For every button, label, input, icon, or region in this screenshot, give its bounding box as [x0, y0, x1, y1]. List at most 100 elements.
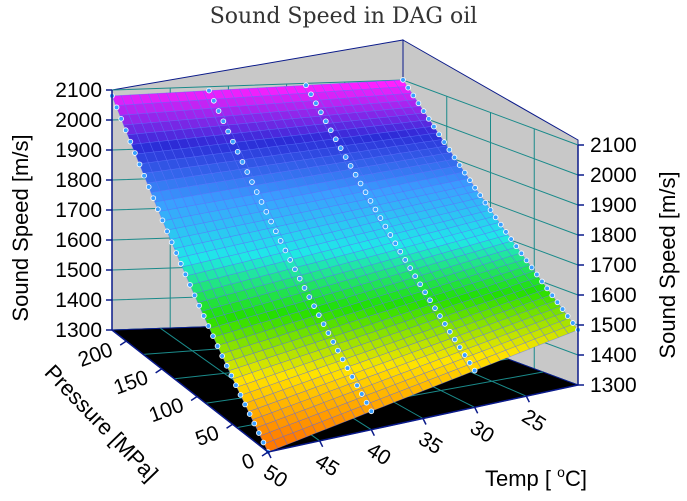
measured-point — [308, 91, 314, 98]
measured-point — [263, 208, 270, 215]
measured-point — [432, 305, 438, 311]
measured-point — [330, 339, 336, 345]
measured-point — [400, 77, 406, 83]
measured-point — [436, 131, 442, 138]
measured-point — [168, 239, 175, 246]
measured-point — [534, 271, 540, 278]
z-tick-label-right: 2100 — [590, 134, 637, 157]
pressure-axis-line — [111, 329, 269, 453]
measured-point — [301, 285, 308, 291]
measured-point — [539, 278, 545, 285]
measured-point — [487, 207, 494, 213]
measured-point — [210, 97, 217, 104]
temp-tick — [267, 451, 272, 459]
measured-point — [150, 195, 157, 201]
temp-label-degree: o — [557, 464, 565, 480]
measured-point — [244, 169, 250, 175]
measured-point — [191, 292, 198, 299]
temp-tick — [525, 395, 531, 403]
measured-point — [570, 320, 576, 326]
pressure-tick — [155, 368, 163, 374]
measured-point — [287, 257, 293, 263]
measured-point — [467, 177, 473, 184]
measured-point — [410, 92, 417, 99]
measured-point — [219, 353, 225, 359]
measured-point — [335, 347, 341, 354]
measured-point — [233, 382, 239, 389]
measured-point — [425, 116, 432, 122]
measured-point — [518, 250, 525, 257]
measured-point — [223, 363, 230, 369]
measured-point — [251, 420, 258, 427]
z-tick-label-left: 1400 — [55, 289, 102, 312]
z-axis-label-right: Sound Speed [m/s] — [655, 171, 680, 358]
measured-point — [320, 321, 327, 327]
measured-point — [253, 189, 260, 195]
measured-point — [407, 265, 413, 271]
measured-point — [173, 250, 180, 256]
measured-point — [242, 401, 248, 408]
temp-tick — [318, 440, 324, 448]
measured-point — [256, 430, 262, 436]
z-tick-label-left: 1900 — [55, 139, 102, 162]
measured-point — [417, 281, 423, 288]
pressure-tick — [190, 395, 198, 402]
measured-point — [159, 217, 166, 224]
measured-point — [559, 306, 566, 312]
z-tick-label-right: 1600 — [590, 284, 637, 307]
temp-tick — [370, 429, 376, 437]
z-tick-label-right: 1500 — [590, 314, 637, 337]
measured-point — [528, 264, 535, 271]
measured-point — [472, 184, 478, 191]
measured-point — [118, 115, 124, 122]
pressure-tick — [226, 423, 233, 429]
measured-point — [397, 248, 404, 255]
measured-point — [268, 218, 274, 225]
measured-point — [352, 171, 359, 178]
measured-point — [303, 82, 309, 89]
measured-point — [196, 302, 202, 309]
measured-point — [387, 232, 394, 238]
temp-tick-label: 25 — [518, 405, 550, 437]
measured-point — [354, 382, 360, 389]
measured-point — [258, 199, 265, 205]
measured-point — [358, 391, 365, 397]
measured-point — [446, 146, 453, 153]
measured-point — [342, 154, 349, 160]
z-tick-label-right: 1300 — [590, 374, 637, 397]
measured-point — [382, 223, 389, 230]
z-tick-label-right: 1800 — [590, 224, 637, 247]
measured-point — [200, 313, 207, 319]
measured-points — [109, 77, 581, 455]
z-tick-label-left: 1300 — [55, 319, 102, 342]
z-tick-label-left: 1800 — [55, 169, 102, 192]
measured-point — [466, 360, 473, 366]
measured-point — [456, 344, 463, 351]
measured-point — [523, 257, 530, 264]
measured-point — [471, 367, 478, 374]
measured-point — [420, 108, 427, 114]
measured-point — [503, 229, 509, 235]
z-tick-label-left: 2100 — [55, 79, 102, 102]
measured-point — [402, 257, 409, 263]
measured-point — [182, 271, 189, 278]
pressure-tick-label: 100 — [146, 394, 187, 428]
measured-point — [461, 352, 468, 358]
measured-point — [549, 292, 556, 299]
measured-point — [282, 247, 289, 254]
measured-point — [456, 162, 463, 168]
measured-point — [246, 411, 253, 417]
pressure-tick-label: 50 — [192, 421, 222, 451]
measured-point — [497, 221, 504, 228]
temp-label-part-1: Temp [ — [485, 466, 557, 491]
measured-point — [372, 206, 379, 213]
measured-point — [292, 266, 298, 273]
measured-point — [377, 215, 384, 221]
measured-point — [363, 399, 370, 406]
measured-point — [132, 150, 138, 156]
measured-point — [230, 138, 236, 145]
measured-point — [141, 172, 147, 179]
measured-point — [323, 118, 329, 125]
temp-axis-label: Temp [ oC] — [485, 464, 587, 491]
